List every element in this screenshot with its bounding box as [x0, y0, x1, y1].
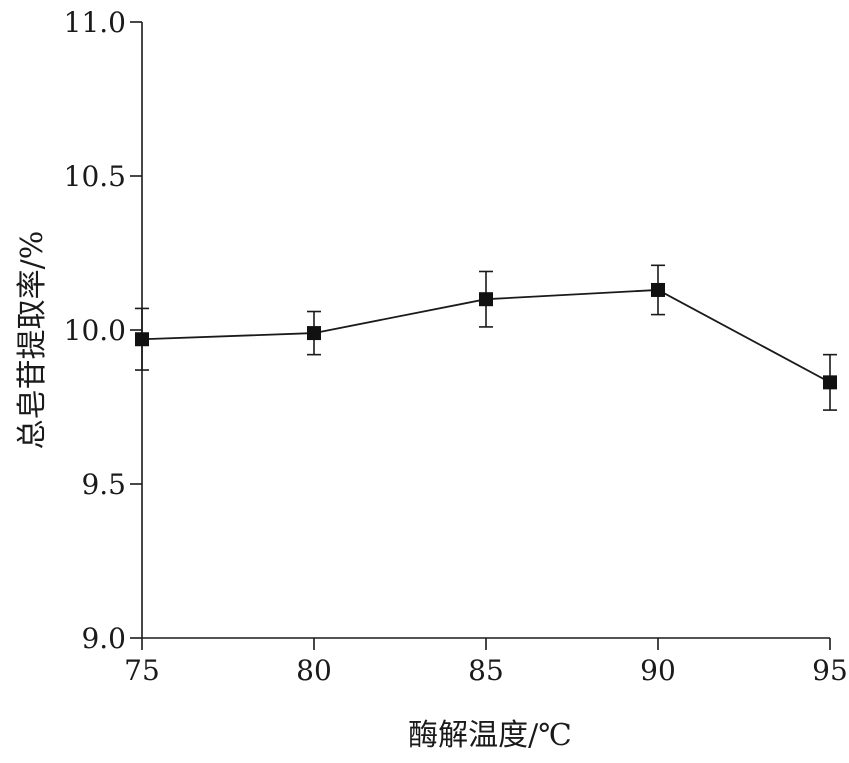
y-axis-title: 总皂苷提取率/% — [15, 231, 50, 450]
x-ticks: 75 80 85 90 95 — [124, 638, 848, 687]
y-tick-label: 11.0 — [64, 6, 126, 39]
data-point — [823, 375, 837, 390]
x-tick-label: 90 — [640, 654, 676, 687]
x-axis-title: 酶解温度/℃ — [408, 718, 572, 753]
x-tick-label: 75 — [124, 654, 160, 687]
y-tick-label: 9.0 — [81, 622, 126, 655]
x-tick-label: 95 — [812, 654, 848, 687]
data-point — [307, 326, 321, 341]
data-point — [479, 292, 493, 307]
y-tick-label: 10.5 — [64, 160, 126, 193]
y-tick-label: 10.0 — [64, 314, 126, 347]
x-tick-label: 85 — [468, 654, 504, 687]
data-point — [651, 282, 665, 297]
data-point — [135, 332, 149, 347]
axes — [141, 22, 830, 639]
y-tick-label: 9.5 — [81, 468, 126, 501]
y-ticks: 9.0 9.5 10.0 10.5 11.0 — [64, 6, 142, 655]
series — [135, 264, 837, 411]
x-tick-label: 80 — [296, 654, 332, 687]
